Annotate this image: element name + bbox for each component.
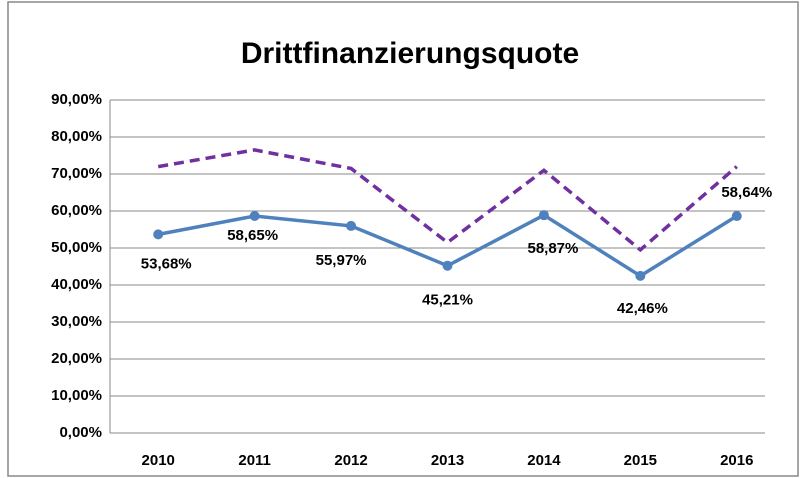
y-tick-label: 70,00% xyxy=(51,165,102,182)
data-point xyxy=(249,210,260,221)
x-tick-label: 2014 xyxy=(527,452,561,469)
series-line xyxy=(157,148,738,253)
x-tick-label: 2011 xyxy=(238,452,271,469)
chart-title: Drittfinanzierungsquote xyxy=(241,37,579,70)
data-label: 53,68% xyxy=(141,255,192,272)
x-tick-label: 2015 xyxy=(624,452,657,469)
data-point xyxy=(538,210,549,221)
data-point xyxy=(346,220,357,231)
data-label: 55,97% xyxy=(316,252,367,269)
y-tick-label: 90,00% xyxy=(51,91,102,108)
y-tick-label: 40,00% xyxy=(51,276,102,293)
data-label: 45,21% xyxy=(422,292,473,309)
y-tick-label: 60,00% xyxy=(51,202,102,219)
x-tick-label: 2012 xyxy=(334,452,367,469)
data-label: 58,87% xyxy=(527,240,578,257)
data-point xyxy=(442,260,453,271)
x-tick-label: 2013 xyxy=(431,452,464,469)
y-tick-label: 10,00% xyxy=(51,387,102,404)
data-point xyxy=(635,270,646,281)
data-label: 42,46% xyxy=(617,300,668,317)
x-tick-label: 2010 xyxy=(142,452,175,469)
y-tick-label: 20,00% xyxy=(51,350,102,367)
y-tick-label: 80,00% xyxy=(51,128,102,145)
data-label: 58,64% xyxy=(721,184,772,201)
y-tick-label: 30,00% xyxy=(51,313,102,330)
chart-frame xyxy=(7,1,799,477)
data-point xyxy=(153,229,164,240)
x-tick-label: 2016 xyxy=(720,452,753,469)
data-label: 58,65% xyxy=(227,227,278,244)
data-point xyxy=(731,211,742,222)
y-tick-label: 0,00% xyxy=(59,424,102,441)
y-tick-label: 50,00% xyxy=(51,239,102,256)
